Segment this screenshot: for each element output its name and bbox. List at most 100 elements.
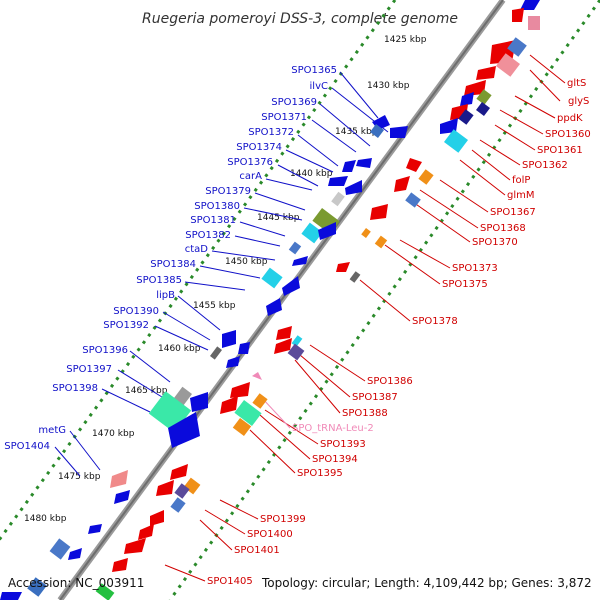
connector [239,221,286,237]
connector [264,409,319,445]
gene-arrow [230,382,250,398]
gene-arrow [276,326,292,340]
gene-block [291,335,303,347]
backbone-core [59,0,504,600]
gene-block [476,89,492,105]
gene-arrow [336,262,350,272]
gene-arrow [190,392,208,412]
gene-label: SPO1375 [442,279,488,290]
gene-label: SPO1376 [227,157,273,168]
gene-label: ilvC [310,81,328,92]
connector [234,235,281,247]
gene-label: SPO1368 [480,223,526,234]
connector [297,134,339,167]
connector [359,279,411,322]
gene-block [349,271,361,283]
connector [399,239,451,269]
gene-arrow [356,158,372,168]
connector [265,178,313,191]
connector [309,344,366,382]
gene-arrow [238,342,250,354]
gene-arrow [138,524,154,540]
gene-arrow [220,396,238,414]
gene-arrow [222,330,236,348]
gene-block [261,267,283,289]
gene-block [374,235,388,249]
gene-block [49,538,71,560]
trna-label: SPO_tRNA-Leu-2 [292,423,374,434]
gene-label: glyS [568,96,589,107]
gene-block [173,386,193,406]
connector [199,265,261,279]
connector [69,430,101,471]
connector [285,149,334,173]
labels-left: SPO1365 ilvC SPO1369 SPO1371 SPO1372 SPO… [4,65,337,452]
gene-block [27,577,47,597]
labels-right: gltS glyS ppdK SPO1360 SPO1361 SPO1362 f… [207,78,591,587]
gene-label: SPO1397 [66,364,112,375]
connector [211,250,276,261]
gene-label: SPO1393 [320,439,366,450]
gene-arrow [390,126,408,138]
gene-arrow [282,276,300,296]
gene-arrow [88,524,102,534]
gene-block [232,417,252,437]
kbp-tick: 1460 kbp [158,344,201,354]
outer-tick-ring [0,0,397,542]
gene-label: ppdK [557,113,583,124]
gene-block [405,192,421,208]
gene-arrow [460,92,474,106]
gene-arrow [68,548,82,560]
gene-label: SPO1379 [205,186,251,197]
gene-block [95,583,115,600]
gene-arrow [318,222,336,240]
genome-backbone [57,0,506,600]
gene-label: glmM [507,190,535,201]
gene-label: SPO1370 [472,237,518,248]
gene-block [475,101,491,117]
gene-label: SPO1361 [537,145,583,156]
connector [529,69,561,102]
gene-block [288,241,302,255]
gene-label: SPO1362 [522,160,568,171]
gene-arrow [370,204,388,220]
connector [219,499,259,520]
gene-block [443,129,469,153]
gene-label: SPO1400 [247,529,293,540]
connector [154,325,209,351]
gene-label: SPO1390 [113,306,159,317]
gene-arrow [292,256,308,266]
gene-block [418,169,434,185]
connector [249,429,296,474]
gene-label: SPO1385 [136,275,182,286]
gene-block [331,191,345,207]
kbp-tick: 1465 kbp [125,386,168,396]
gene-label: lipB [156,290,175,301]
kbp-tick: 1455 kbp [193,301,236,311]
gene-label: SPO1381 [190,215,236,226]
gene-label: SPO1382 [185,230,231,241]
gene-arrow [512,8,524,22]
gene-arrow [274,338,292,354]
gene-arrow [114,490,130,504]
kbp-tick: 1445 kbp [257,213,300,223]
gene-label: SPO1378 [412,316,458,327]
gene-block [170,497,186,513]
connector [254,192,306,211]
connector [339,71,379,119]
gene-arrow [520,0,540,10]
right-connectors [164,54,566,582]
trna-arrow [252,372,262,380]
gene-arrow [168,412,200,448]
connector [204,509,246,535]
gene-arrow [342,160,356,172]
gene-label: SPO1386 [367,376,413,387]
gene-label: SPO1405 [207,576,253,587]
gene-block [507,37,527,57]
gene-label: folP [512,175,530,186]
gene-arrow [0,592,22,600]
connector [311,119,357,153]
gene-arrow [110,470,128,488]
